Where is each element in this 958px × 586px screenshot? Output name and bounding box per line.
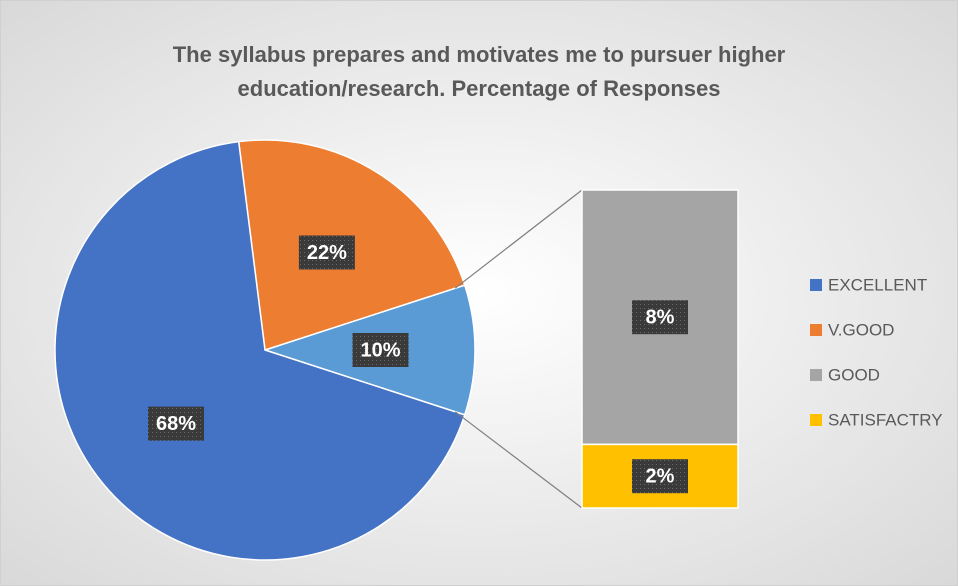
connector-line bbox=[454, 411, 583, 509]
legend-label: GOOD bbox=[828, 365, 880, 384]
data-label-box bbox=[148, 406, 205, 441]
data-label-box bbox=[632, 459, 688, 494]
legend-swatch bbox=[810, 369, 822, 381]
legend-label: EXCELLENT bbox=[828, 275, 927, 294]
legend-label: V.GOOD bbox=[828, 320, 894, 339]
legend-label: SATISFACTRY bbox=[828, 410, 943, 429]
data-label-box bbox=[632, 300, 688, 335]
data-label: 2% bbox=[646, 465, 675, 487]
data-label: 10% bbox=[360, 339, 400, 361]
data-label: 8% bbox=[646, 306, 675, 328]
data-label: 68% bbox=[156, 413, 196, 435]
legend-swatch bbox=[810, 279, 822, 291]
pie-slice bbox=[54, 140, 466, 561]
data-label-box bbox=[298, 235, 355, 270]
data-label: 22% bbox=[307, 242, 347, 264]
connector-line bbox=[454, 189, 583, 289]
data-label-box bbox=[352, 333, 409, 367]
chart-title: The syllabus prepares and motivates me t… bbox=[172, 42, 786, 101]
legend-swatch bbox=[810, 324, 822, 336]
legend-swatch bbox=[810, 414, 822, 426]
